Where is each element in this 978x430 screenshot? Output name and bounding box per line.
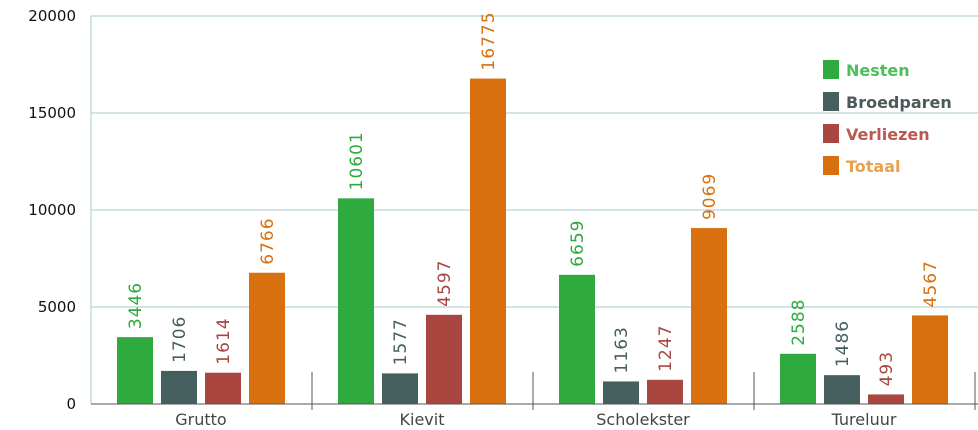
bar-nesten-grutto: [117, 337, 153, 404]
data-label: 1163: [612, 326, 632, 373]
bar-totaal-grutto: [249, 272, 285, 404]
bar-nesten-tureluur: [780, 353, 816, 404]
data-label: 16775: [479, 11, 499, 70]
data-label: 1486: [833, 320, 853, 367]
legend-label-verliezen: Verliezen: [846, 125, 930, 144]
legend: Nesten Broedparen Verliezen Totaal: [823, 60, 952, 176]
data-label: 1706: [170, 316, 190, 363]
bars: [117, 78, 948, 404]
legend-swatch-verliezen: [823, 124, 839, 143]
data-label: 1614: [214, 317, 234, 364]
data-label: 2588: [789, 299, 809, 346]
data-label: 1247: [656, 325, 676, 372]
data-label: 4597: [435, 260, 455, 307]
data-label: 6659: [568, 220, 588, 267]
y-tick-label: 15000: [28, 104, 76, 122]
x-tick-label: Grutto: [175, 410, 226, 429]
bar-broedparen-kievit: [382, 373, 418, 404]
data-label: 9069: [700, 173, 720, 220]
y-tick-label: 20000: [28, 7, 76, 25]
legend-swatch-broedparen: [823, 92, 839, 111]
bar-broedparen-tureluur: [824, 375, 860, 404]
legend-label-nesten: Nesten: [846, 61, 910, 80]
bar-nesten-scholekster: [559, 274, 595, 404]
x-axis: Grutto Kievit Scholekster Tureluur: [91, 372, 978, 429]
bar-totaal-scholekster: [691, 228, 727, 404]
bar-verliezen-scholekster: [647, 379, 683, 404]
y-tick-label: 5000: [38, 298, 76, 316]
x-tick-label: Scholekster: [596, 410, 690, 429]
legend-swatch-totaal: [823, 156, 839, 175]
x-tick-label: Tureluur: [831, 410, 897, 429]
bar-broedparen-grutto: [161, 370, 197, 404]
y-axis: 0 5000 10000 15000 20000: [28, 7, 92, 413]
grid-lines: [91, 15, 978, 308]
data-label: 493: [877, 351, 897, 386]
data-label: 10601: [347, 131, 367, 190]
bar-verliezen-tureluur: [868, 394, 904, 404]
bar-totaal-kievit: [470, 78, 506, 404]
bar-totaal-tureluur: [912, 315, 948, 404]
data-label: 6766: [258, 217, 278, 264]
y-tick-label: 0: [66, 395, 76, 413]
legend-label-totaal: Totaal: [846, 157, 901, 176]
x-tick-label: Kievit: [400, 410, 445, 429]
bar-verliezen-kievit: [426, 314, 462, 404]
bar-nesten-kievit: [338, 198, 374, 404]
y-tick-label: 10000: [28, 201, 76, 219]
bar-verliezen-grutto: [205, 372, 241, 404]
data-label: 4567: [921, 260, 941, 307]
data-labels: 3446 1706 1614 6766 10601 1577 4597 16775 6659 11…: [126, 11, 941, 386]
bar-broedparen-scholekster: [603, 381, 639, 404]
legend-swatch-nesten: [823, 60, 839, 79]
legend-label-broedparen: Broedparen: [846, 93, 952, 112]
data-label: 1577: [391, 318, 411, 365]
data-label: 3446: [126, 282, 146, 329]
